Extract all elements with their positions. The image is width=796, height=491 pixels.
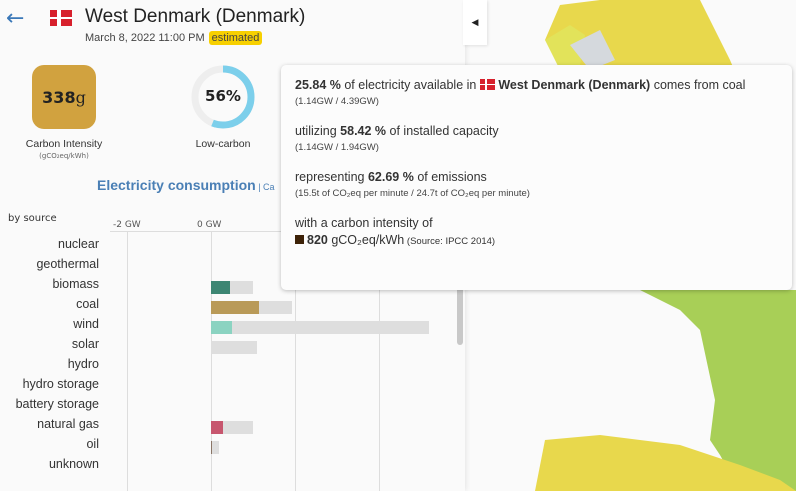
row-label-unknown: unknown [48,457,99,471]
row-label-wind: wind [73,317,99,331]
ci-value: 820 [307,233,328,247]
ci-sublabel: (gCO₂eq/kWh) [39,152,89,160]
capacity-pct: 58.42 % [340,124,387,138]
share-detail: (1.14GW / 4.39GW) [295,96,379,107]
ci-unit: gCO₂eq/kWh [327,233,405,247]
emissions-detail: (15.5t of CO₂eq per minute / 24.7t of CO… [295,188,530,199]
text: of installed capacity [386,124,499,138]
row-label-hydro: hydro [67,357,99,371]
emissions-pct: 62.69 % [367,170,414,184]
zone-title: West Denmark (Denmark) [85,6,306,27]
row-label-coal: coal [76,297,99,311]
row-label-hydro-storage: hydro storage [22,377,99,391]
row-label-battery-storage: battery storage [15,397,99,411]
production-bar-natural-gas[interactable] [211,421,224,434]
datetime: March 8, 2022 11:00 PM [85,32,205,44]
text: representing [295,170,368,184]
ci-color-swatch [295,235,304,244]
toggle-link[interactable]: Ca [263,182,275,192]
estimated-badge: estimated [208,31,263,45]
gridline [211,232,212,491]
capacity-bar-wind[interactable] [211,321,430,334]
carbon-intensity-box: 338 g [32,65,96,129]
text: of emissions [413,170,487,184]
production-bar-coal[interactable] [211,301,259,314]
capacity-bar-solar[interactable] [211,341,258,354]
caret-left-icon[interactable]: ◀ [463,0,487,45]
gridline [127,232,128,491]
text: comes from coal [650,78,746,92]
low-carbon-label: Low-carbon [195,138,251,150]
map-zone-northern-ireland [570,30,615,70]
text: utilizing [295,124,341,138]
denmark-flag-icon [50,10,72,26]
low-carbon-arc [191,65,255,129]
map-zone-spain [535,435,796,491]
low-carbon-donut [191,65,255,129]
share-pct: 25.84 % [295,78,341,92]
production-bar-wind[interactable] [211,321,232,334]
ci-value: 338 [42,87,76,107]
consumption-title: Electricity consumption [97,177,256,193]
row-label-nuclear: nuclear [58,237,99,251]
gridline [295,232,296,491]
zone-datetime: March 8, 2022 11:00 PM estimated [85,31,263,45]
ci-unit: g [75,87,86,107]
ci-source: (Source: IPCC 2014) [404,236,496,247]
row-label-geothermal: geothermal [36,257,99,271]
ci-intro: with a carbon intensity of [295,216,433,230]
zone-name: West Denmark (Denmark) [498,78,651,92]
arrow-left-icon[interactable]: ← [6,6,25,31]
x-tick-label: 0 GW [197,220,222,230]
x-tick-label: -2 GW [113,220,141,230]
section-title: Electricity consumption | Ca [97,177,275,193]
map-zone-ireland [545,25,585,70]
low-carbon-value: 56% [205,87,241,105]
text: of electricity available in [340,78,480,92]
gridline [379,232,380,491]
capacity-detail: (1.14GW / 1.94GW) [295,142,379,153]
coal-tooltip: 25.84 % of electricity available in West… [281,65,792,290]
production-bar-biomass[interactable] [211,281,230,294]
map-zone-france [640,290,796,491]
by-source-label: by source [8,213,57,224]
row-label-natural-gas: natural gas [37,417,99,431]
production-bar-oil[interactable] [211,441,212,454]
row-label-solar: solar [71,337,99,351]
row-label-oil: oil [86,437,99,451]
denmark-flag-icon [479,79,495,90]
ci-label: Carbon Intensity [25,138,103,150]
row-label-biomass: biomass [52,277,99,291]
capacity-bar-oil[interactable] [211,441,220,454]
